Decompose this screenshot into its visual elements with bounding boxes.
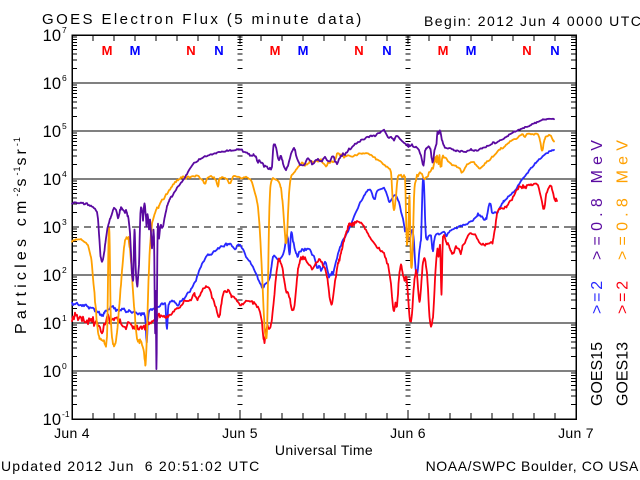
svg-text:4: 4 xyxy=(62,169,67,179)
svg-text:>=2: >=2 xyxy=(615,278,632,314)
svg-text:-1: -1 xyxy=(62,409,70,419)
svg-text:Jun 4: Jun 4 xyxy=(54,425,90,441)
svg-text:10: 10 xyxy=(43,27,61,45)
svg-text:Jun 5: Jun 5 xyxy=(222,425,258,441)
svg-text:10: 10 xyxy=(43,315,61,333)
svg-text:10: 10 xyxy=(43,75,61,93)
svg-text:5: 5 xyxy=(62,121,67,131)
svg-text:GOES Electron Flux (5 minute d: GOES Electron Flux (5 minute data) xyxy=(42,11,364,28)
svg-text:N: N xyxy=(382,43,391,58)
svg-text:N: N xyxy=(354,43,363,58)
svg-text:10: 10 xyxy=(43,123,61,141)
svg-text:Universal Time: Universal Time xyxy=(275,442,373,458)
svg-text:10: 10 xyxy=(43,267,61,285)
svg-text:GOES13: GOES13 xyxy=(615,342,632,406)
svg-text:1: 1 xyxy=(62,313,67,323)
svg-text:NOAA/SWPC Boulder, CO USA: NOAA/SWPC Boulder, CO USA xyxy=(426,458,639,474)
svg-text:Begin: 2012 Jun 4 0000 UTC: Begin: 2012 Jun 4 0000 UTC xyxy=(424,13,640,29)
svg-text:M: M xyxy=(298,43,309,58)
svg-text:N: N xyxy=(186,43,195,58)
svg-text:GOES15: GOES15 xyxy=(589,342,606,406)
svg-text:10: 10 xyxy=(43,411,61,429)
svg-text:N: N xyxy=(522,43,531,58)
svg-text:M: M xyxy=(438,43,449,58)
svg-text:>=0.8 MeV: >=0.8 MeV xyxy=(589,135,606,260)
svg-text:>=0.8 MeV: >=0.8 MeV xyxy=(615,135,632,260)
svg-text:2: 2 xyxy=(62,265,67,275)
svg-text:7: 7 xyxy=(62,25,67,35)
svg-text:M: M xyxy=(466,43,477,58)
svg-text:0: 0 xyxy=(62,361,67,371)
svg-text:N: N xyxy=(214,43,223,58)
svg-text:M: M xyxy=(102,43,113,58)
svg-text:Jun 6: Jun 6 xyxy=(390,425,426,441)
svg-text:N: N xyxy=(550,43,559,58)
svg-text:10: 10 xyxy=(43,171,61,189)
svg-text:M: M xyxy=(270,43,281,58)
svg-text:3: 3 xyxy=(62,217,67,227)
svg-text:M: M xyxy=(130,43,141,58)
svg-text:Particles cm-2s-1sr-1: Particles cm-2s-1sr-1 xyxy=(12,136,30,334)
svg-text:>=2: >=2 xyxy=(589,278,606,314)
svg-text:10: 10 xyxy=(43,363,61,381)
svg-text:10: 10 xyxy=(43,219,61,237)
svg-text:Updated 2012 Jun 6 20:51:02 U: Updated 2012 Jun 6 20:51:02 UTC xyxy=(1,458,260,474)
svg-text:Jun 7: Jun 7 xyxy=(558,425,594,441)
svg-text:6: 6 xyxy=(62,73,67,83)
